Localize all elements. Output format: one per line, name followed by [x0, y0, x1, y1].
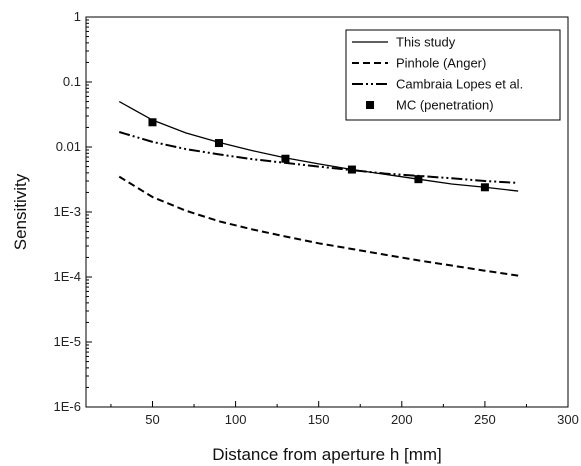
- data-point: [480, 183, 489, 192]
- legend-label: Pinhole (Anger): [396, 56, 486, 71]
- data-point: [347, 165, 356, 174]
- data-point: [214, 139, 223, 148]
- data-point: [414, 175, 423, 184]
- legend: This study Pinhole (Anger) Cambraia Lopes …: [345, 29, 561, 121]
- ticks-layer: 50 100 150 200 250 300 1 0.1 0.01 1E-3 1E-4 1E-5 1E-…: [54, 9, 579, 427]
- y-tick-label: 0.1: [63, 74, 81, 89]
- x-tick-label: 100: [225, 412, 247, 427]
- x-tick-label: 300: [557, 412, 579, 427]
- x-tick-label: 150: [308, 412, 330, 427]
- x-tick-label: 250: [474, 412, 496, 427]
- legend-label: Cambraia Lopes et al.: [396, 77, 523, 92]
- data-point: [148, 118, 157, 127]
- legend-box: [345, 29, 561, 121]
- data-point: [281, 154, 290, 163]
- series-line-2: [118, 131, 519, 184]
- series-line-1: [118, 175, 519, 277]
- y-tick-label: 1E-6: [54, 399, 81, 414]
- y-tick-label: 1: [74, 9, 81, 24]
- series-line-0: [118, 101, 519, 192]
- y-tick-label: 1E-4: [54, 269, 81, 284]
- y-tick-label: 1E-3: [54, 204, 81, 219]
- y-axis-label: Sensitivity: [11, 173, 30, 250]
- x-tick-label: 50: [145, 412, 159, 427]
- x-axis-label: Distance from aperture h [mm]: [212, 445, 442, 464]
- legend-label: This study: [396, 35, 456, 50]
- legend-label: MC (penetration): [396, 98, 494, 113]
- x-tick-label: 200: [391, 412, 413, 427]
- series-layer: [118, 101, 519, 277]
- y-tick-label: 1E-5: [54, 334, 81, 349]
- legend-swatch-marker: [366, 101, 374, 109]
- y-tick-label: 0.01: [56, 139, 81, 154]
